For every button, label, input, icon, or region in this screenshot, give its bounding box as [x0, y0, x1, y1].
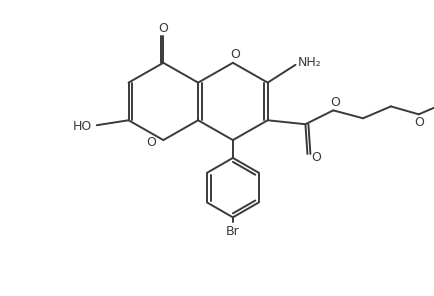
Text: O: O [413, 116, 423, 129]
Text: O: O [311, 152, 321, 164]
Text: NH₂: NH₂ [297, 56, 321, 69]
Text: O: O [158, 22, 168, 35]
Text: HO: HO [73, 120, 92, 133]
Text: Br: Br [226, 225, 239, 238]
Text: O: O [146, 136, 156, 149]
Text: O: O [230, 48, 239, 61]
Text: O: O [329, 96, 339, 109]
